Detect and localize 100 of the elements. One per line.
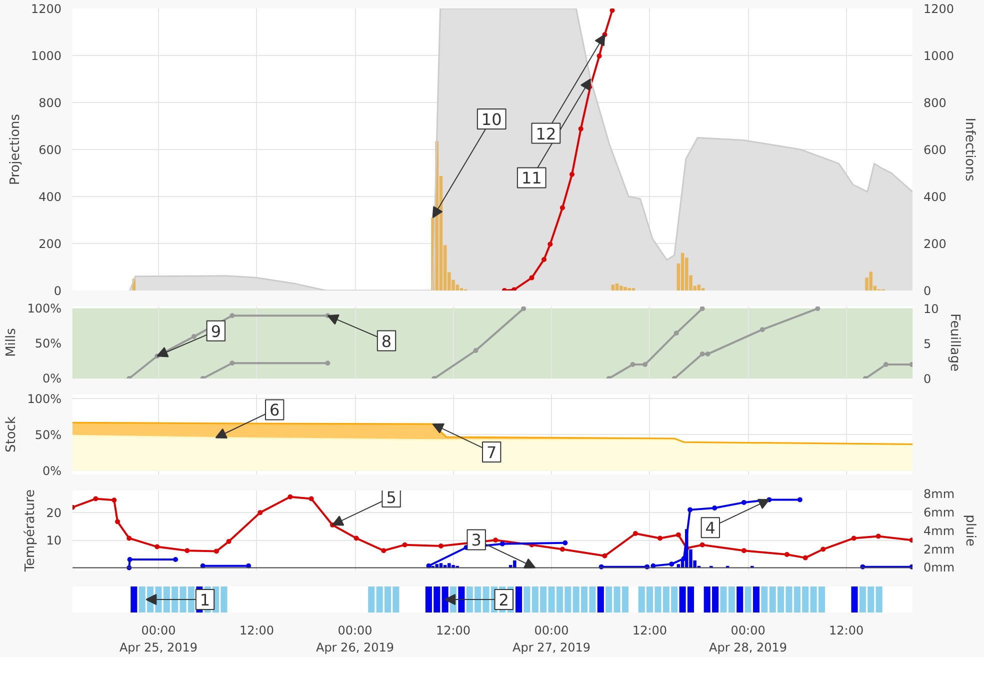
bar	[697, 284, 701, 290]
y-tick-label: 200	[38, 237, 62, 251]
y-tick-label: 400	[38, 190, 62, 204]
y2-axis-title: Feuillage	[946, 313, 962, 372]
point	[851, 536, 856, 541]
point	[473, 348, 478, 354]
y2-tick-label: 600	[924, 143, 946, 157]
point	[630, 362, 636, 368]
annotation: 5	[386, 488, 396, 507]
y-tick-label: 100%	[27, 302, 62, 316]
bar	[624, 286, 627, 290]
y2-tick-label: 6mm	[924, 506, 955, 520]
point	[705, 352, 710, 357]
point	[674, 330, 679, 336]
y-tick-label: 0	[54, 284, 62, 298]
point	[784, 552, 790, 557]
annotation: 3	[471, 530, 482, 550]
annotation: 1	[200, 590, 210, 610]
point	[596, 53, 602, 58]
point	[127, 556, 132, 562]
point	[126, 536, 132, 541]
point	[173, 556, 178, 562]
y2-tick-label: 0	[924, 372, 932, 386]
y2-tick-label: 10	[924, 302, 939, 316]
annotation: 12	[536, 124, 556, 144]
y2-tick-label: 0mm	[924, 560, 955, 575]
point	[214, 548, 219, 554]
point	[560, 205, 565, 210]
annotation: 7	[486, 443, 497, 462]
x-tick-label: 00:00 Apr 25, 2019	[119, 624, 198, 654]
point	[560, 546, 565, 552]
y-tick-label: 600	[38, 143, 62, 157]
y2-tick-label: 200	[924, 237, 946, 251]
point	[93, 496, 98, 502]
point	[325, 360, 330, 366]
point	[521, 306, 526, 312]
point	[700, 306, 705, 312]
point	[288, 494, 293, 500]
bar	[611, 284, 615, 290]
y-axis-title: Mills	[4, 328, 20, 357]
point	[610, 8, 615, 13]
y-axis-title: Projections	[8, 114, 23, 186]
point	[642, 362, 648, 368]
point	[876, 534, 881, 539]
point	[354, 536, 359, 541]
bar	[680, 252, 684, 290]
y-tick-label: 1000	[30, 49, 62, 63]
point	[760, 327, 765, 332]
point	[578, 126, 584, 132]
annotation: 4	[705, 518, 716, 538]
point	[226, 539, 232, 544]
y-tick-label: 0%	[42, 372, 62, 386]
point	[115, 519, 120, 524]
annotation: 6	[270, 400, 280, 420]
y-tick-label: 0%	[42, 464, 62, 478]
y-tick-label: 100%	[27, 392, 62, 406]
point	[700, 542, 705, 548]
point	[797, 497, 802, 502]
point	[688, 507, 693, 512]
point	[191, 334, 196, 340]
point	[381, 548, 386, 554]
point	[529, 275, 534, 280]
point	[402, 542, 408, 548]
point	[438, 543, 444, 548]
y2-axis-title: pluie	[962, 514, 978, 546]
x-tick-label: 12:00	[239, 624, 274, 638]
point	[741, 548, 746, 554]
point	[562, 540, 568, 546]
y-tick-label: 50%	[34, 428, 62, 442]
point	[802, 555, 808, 560]
y2-tick-label: 2mm	[924, 542, 955, 556]
y-tick-label: 800	[38, 96, 62, 110]
point	[602, 553, 608, 558]
point	[542, 256, 547, 262]
point	[184, 548, 190, 554]
point	[112, 498, 117, 503]
x-tick-label: 12:00	[436, 624, 471, 638]
y-axis-title: Température	[23, 489, 38, 573]
y2-tick-label: 0	[924, 284, 932, 298]
y2-tick-label: 5	[924, 337, 932, 352]
point	[493, 538, 498, 543]
point	[669, 562, 674, 567]
bar	[619, 286, 623, 290]
point	[230, 313, 235, 318]
x-tick-label: 00:00 Apr 27, 2019	[512, 624, 591, 654]
y2-tick-label: 4mm	[924, 524, 955, 538]
y2-tick-label: 1200	[924, 2, 954, 16]
point	[548, 242, 553, 247]
y2-tick-label: 8mm	[924, 487, 955, 502]
y2-tick-label: 1000	[924, 49, 954, 63]
bar	[615, 283, 619, 290]
point	[712, 505, 718, 510]
y2-tick-label: 400	[924, 190, 946, 204]
point	[700, 352, 705, 357]
point	[883, 362, 888, 368]
annotation: 11	[521, 168, 542, 188]
x-tick-label: 12:00	[632, 624, 668, 638]
point	[258, 510, 263, 516]
y-tick-label: 50%	[34, 336, 62, 351]
point	[741, 500, 746, 505]
